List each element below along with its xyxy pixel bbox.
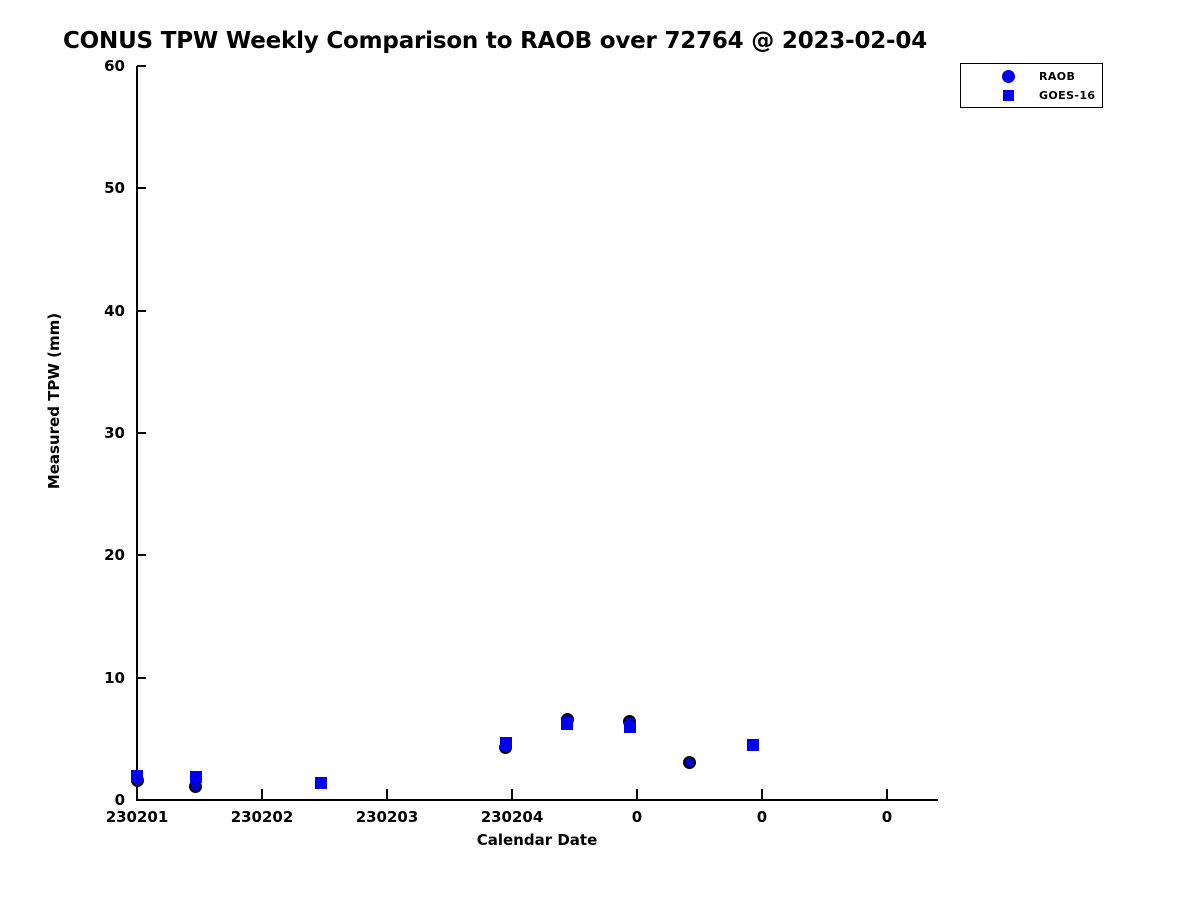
y-tick — [137, 432, 146, 434]
y-tick — [137, 187, 146, 190]
y-tick — [137, 799, 146, 801]
x-tick-label: 0 — [631, 808, 643, 826]
y-tick-label: 10 — [104, 668, 125, 687]
x-tick — [386, 789, 388, 800]
x-tick-label: 230204 — [480, 808, 544, 826]
chart-legend: RAOB GOES-16 — [960, 63, 1103, 108]
plot-area — [130, 66, 937, 800]
y-tick-label: 60 — [104, 57, 125, 75]
x-tick-label: 230202 — [230, 808, 294, 826]
data-point-goes16 — [623, 720, 636, 733]
legend-entry-goes16: GOES-16 — [961, 85, 1102, 106]
x-tick — [136, 789, 138, 800]
data-point-goes16 — [499, 736, 512, 749]
x-axis-line — [137, 799, 938, 801]
x-tick — [511, 789, 513, 800]
chart-title: CONUS TPW Weekly Comparison to RAOB over… — [63, 28, 928, 54]
square-marker-icon — [999, 85, 1019, 106]
x-tick-label: 0 — [756, 808, 768, 826]
data-point-goes16 — [131, 769, 143, 782]
x-tick — [636, 789, 638, 800]
data-point-goes16 — [561, 718, 573, 731]
y-axis-title: Measured TPW (mm) — [45, 312, 63, 490]
x-tick-label: 230203 — [355, 808, 419, 826]
x-tick — [261, 789, 263, 800]
y-tick — [137, 554, 146, 557]
x-axis-title: Calendar Date — [476, 831, 598, 849]
data-point-goes16 — [747, 738, 760, 751]
y-tick-label: 40 — [104, 301, 125, 320]
data-point-raob — [683, 755, 696, 769]
y-tick — [137, 309, 146, 312]
x-tick — [761, 789, 763, 800]
data-point-goes16 — [314, 776, 327, 789]
y-tick-label: 0 — [114, 791, 125, 809]
x-tick-label: 0 — [881, 808, 893, 826]
x-tick-label: 230201 — [105, 808, 169, 826]
data-point-goes16 — [189, 770, 202, 783]
y-tick — [137, 65, 146, 67]
y-tick-label: 30 — [104, 424, 125, 442]
y-tick-label: 20 — [104, 546, 125, 565]
legend-label-goes16: GOES-16 — [1039, 89, 1096, 102]
legend-entry-raob: RAOB — [961, 66, 1102, 87]
x-tick — [886, 789, 888, 800]
circle-marker-icon — [999, 66, 1019, 87]
y-tick-label: 50 — [104, 179, 125, 198]
y-tick — [137, 676, 146, 679]
legend-label-raob: RAOB — [1039, 70, 1076, 83]
